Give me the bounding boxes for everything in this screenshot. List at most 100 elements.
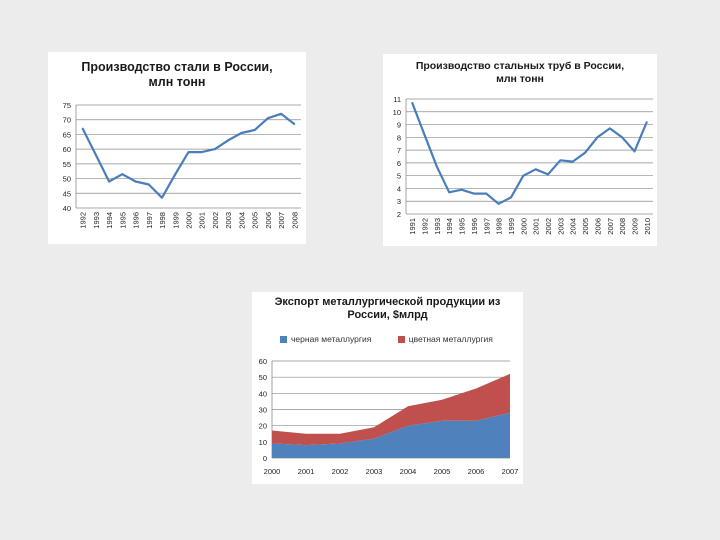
x-tick-label: 2006 bbox=[264, 212, 273, 229]
y-tick-label: 5 bbox=[397, 172, 401, 181]
y-tick-label: 40 bbox=[259, 389, 267, 398]
data-point bbox=[621, 136, 624, 139]
metal-export-chart: Экспорт металлургической продукции из Ро… bbox=[252, 292, 523, 484]
chart-title-line: Производство стали в России, bbox=[81, 60, 273, 74]
y-tick-label: 6 bbox=[397, 159, 401, 168]
data-point bbox=[200, 151, 203, 153]
data-point bbox=[108, 180, 110, 183]
y-tick-label: 40 bbox=[63, 204, 71, 213]
x-tick-label: 2007 bbox=[502, 467, 519, 476]
y-tick-label: 3 bbox=[397, 197, 401, 206]
y-tick-label: 55 bbox=[63, 160, 71, 169]
x-tick-label: 2003 bbox=[366, 467, 383, 476]
legend-label: черная металлургия bbox=[291, 334, 372, 344]
y-tick-label: 45 bbox=[63, 189, 71, 198]
data-point bbox=[559, 159, 562, 162]
chart-title: Экспорт металлургической продукции из Ро… bbox=[252, 296, 523, 322]
data-point bbox=[608, 127, 611, 130]
chart-title-line: Экспорт металлургической продукции из bbox=[274, 296, 501, 308]
data-point bbox=[253, 129, 256, 131]
data-point bbox=[134, 180, 137, 183]
data-point bbox=[547, 173, 549, 176]
x-tick-label: 2006 bbox=[468, 467, 485, 476]
data-point bbox=[571, 160, 574, 163]
x-tick-label: 2008 bbox=[618, 218, 627, 235]
x-tick-label: 2007 bbox=[277, 212, 286, 229]
x-tick-label: 2002 bbox=[211, 212, 220, 229]
data-point bbox=[227, 139, 230, 142]
data-point bbox=[147, 183, 150, 186]
data-point bbox=[460, 188, 463, 191]
y-tick-label: 10 bbox=[393, 108, 401, 117]
data-point bbox=[448, 191, 451, 194]
data-point bbox=[214, 148, 216, 151]
x-tick-label: 2003 bbox=[224, 212, 233, 229]
chart-title-line: млн тонн bbox=[148, 75, 206, 89]
x-tick-label: 2010 bbox=[643, 218, 652, 235]
data-point bbox=[293, 123, 296, 126]
y-tick-label: 20 bbox=[259, 422, 267, 431]
data-point bbox=[280, 112, 283, 115]
data-point bbox=[267, 117, 269, 120]
x-tick-label: 2007 bbox=[606, 218, 615, 235]
x-tick-label: 2002 bbox=[332, 467, 349, 476]
y-tick-label: 60 bbox=[259, 357, 267, 366]
data-point bbox=[510, 196, 512, 199]
legend-item: цветная металлургия bbox=[397, 334, 493, 344]
data-point bbox=[411, 101, 414, 104]
x-tick-label: 1995 bbox=[118, 212, 127, 229]
data-point bbox=[497, 202, 500, 205]
chart-title: Производство стальных труб в России, млн… bbox=[383, 60, 657, 85]
x-tick-label: 2004 bbox=[237, 212, 246, 229]
x-tick-label: 2000 bbox=[519, 218, 528, 235]
data-point bbox=[584, 151, 586, 154]
x-tick-label: 1999 bbox=[171, 212, 180, 229]
chart-title-line: России, $млрд bbox=[347, 309, 428, 322]
x-tick-label: 1996 bbox=[470, 218, 479, 235]
y-tick-label: 2 bbox=[397, 210, 401, 219]
data-point bbox=[522, 174, 525, 177]
x-tick-label: 2004 bbox=[400, 467, 417, 476]
x-tick-label: 2000 bbox=[185, 212, 194, 229]
chart-title: Производство стали в России, млн тонн bbox=[48, 60, 306, 90]
x-tick-label: 1993 bbox=[433, 218, 442, 235]
y-tick-label: 9 bbox=[397, 121, 401, 130]
x-tick-label: 2009 bbox=[630, 218, 639, 235]
area-series bbox=[272, 373, 510, 446]
x-tick-label: 1994 bbox=[105, 212, 114, 229]
x-tick-label: 1998 bbox=[158, 212, 167, 229]
data-point bbox=[423, 133, 426, 136]
data-point bbox=[240, 132, 243, 134]
legend-swatch bbox=[280, 335, 287, 343]
y-tick-label: 70 bbox=[63, 116, 71, 125]
data-point bbox=[645, 121, 648, 123]
x-tick-label: 1998 bbox=[495, 218, 504, 235]
data-line bbox=[411, 102, 648, 205]
x-tick-label: 1996 bbox=[132, 212, 141, 229]
chart-title-line: Производство стальных труб в России, bbox=[415, 60, 625, 72]
y-tick-label: 75 bbox=[63, 101, 71, 110]
area-series bbox=[272, 412, 510, 458]
x-tick-label: 1994 bbox=[445, 218, 454, 235]
y-tick-label: 50 bbox=[259, 373, 267, 382]
y-tick-label: 10 bbox=[259, 438, 267, 447]
x-tick-label: 2005 bbox=[434, 467, 451, 476]
chart-legend: черная металлургия цветная металлургия bbox=[280, 334, 517, 345]
y-tick-label: 65 bbox=[63, 130, 71, 139]
x-tick-label: 2002 bbox=[544, 218, 553, 235]
x-tick-label: 2003 bbox=[556, 218, 565, 235]
legend-item: черная металлургия bbox=[280, 334, 371, 344]
y-tick-label: 7 bbox=[397, 146, 401, 155]
data-line bbox=[81, 112, 296, 199]
steel-production-chart: Производство стали в России, млн тонн 40… bbox=[48, 52, 306, 244]
x-tick-label: 1999 bbox=[507, 218, 516, 235]
x-tick-label: 1997 bbox=[482, 218, 491, 235]
data-point bbox=[435, 165, 438, 168]
chart-plot: 0 10 20 30 40 50 60 2000 2001 2002 2003 2004 2005 200… bbox=[259, 357, 519, 476]
data-point bbox=[485, 192, 488, 195]
data-point bbox=[94, 154, 97, 156]
x-tick-label: 1992 bbox=[79, 212, 88, 229]
x-tick-label: 2005 bbox=[251, 212, 260, 229]
data-point bbox=[473, 192, 475, 195]
chart-plot: 2 3 4 5 6 7 8 9 10 11 1991 1992 1993 1994 1995 1996 1997… bbox=[393, 95, 653, 235]
